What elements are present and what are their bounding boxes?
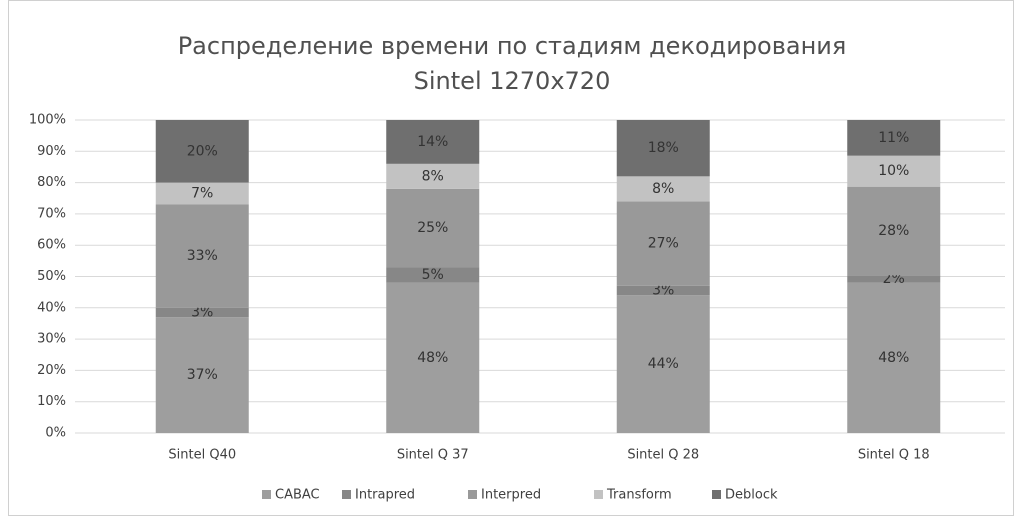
bar-segment (386, 120, 480, 164)
bar-segment (847, 186, 941, 276)
y-tick-label: 70% (37, 206, 66, 221)
legend-label: Deblock (725, 488, 778, 503)
y-tick-label: 40% (37, 300, 66, 315)
legend-label: Intrapred (355, 488, 415, 503)
data-label: 3% (191, 304, 213, 320)
bar-segment (847, 275, 941, 283)
legend-swatch (342, 490, 351, 499)
y-tick-label: 90% (37, 144, 66, 159)
data-label: 7% (191, 186, 213, 202)
y-tick-label: 50% (37, 269, 66, 284)
y-tick-label: 20% (37, 363, 66, 378)
bar-segment (386, 188, 480, 268)
y-tick-label: 30% (37, 332, 66, 347)
legend-swatch (594, 490, 603, 499)
x-tick-label: Sintel Q 37 (397, 448, 469, 463)
y-tick-label: 80% (37, 175, 66, 190)
data-label: 18% (648, 140, 679, 156)
legend-label: CABAC (275, 488, 320, 503)
bar-segment (616, 285, 710, 296)
y-tick-label: 10% (37, 394, 66, 409)
bar-segment (386, 163, 480, 189)
legend-swatch (262, 490, 271, 499)
data-label: 44% (648, 356, 679, 372)
data-label: 48% (417, 350, 448, 366)
x-tick-label: Sintel Q 28 (627, 448, 699, 463)
bar-segment (155, 307, 249, 318)
data-label: 20% (187, 143, 218, 159)
data-label: 8% (652, 181, 674, 197)
bar-segment (847, 155, 941, 187)
data-label: 28% (878, 223, 909, 239)
legend-label: Transform (606, 488, 672, 503)
bar-segment (616, 295, 710, 433)
bar-segment (386, 267, 480, 283)
data-label: 27% (648, 236, 679, 252)
chart-title: Распределение времени по стадиям декодир… (178, 32, 847, 60)
data-label: 37% (187, 367, 218, 383)
x-tick-label: Sintel Q40 (168, 448, 236, 463)
bar-segment (616, 120, 710, 177)
data-label: 14% (417, 134, 448, 150)
x-tick-label: Sintel Q 18 (858, 448, 930, 463)
y-tick-label: 0% (45, 426, 66, 441)
data-label: 3% (652, 283, 674, 299)
bar-segment (155, 317, 249, 433)
data-label: 33% (187, 248, 218, 264)
bar-segment (155, 204, 249, 308)
data-label: 48% (878, 350, 909, 366)
y-tick-label: 60% (37, 238, 66, 253)
data-label: 8% (422, 168, 444, 184)
legend-swatch (468, 490, 477, 499)
chart-title: Sintel 1270x720 (414, 67, 611, 95)
y-tick-label: 100% (29, 113, 66, 128)
legend-swatch (712, 490, 721, 499)
bar-segment (616, 176, 710, 202)
data-label: 5% (422, 267, 444, 283)
bar-segment (155, 120, 249, 183)
bar-segment (386, 282, 480, 433)
bar-segment (155, 182, 249, 205)
data-label: 25% (417, 220, 448, 236)
bar-segment (847, 282, 941, 433)
data-label: 11% (878, 130, 909, 146)
bar-segment (616, 201, 710, 286)
legend-label: Interpred (481, 488, 541, 503)
bar-segment (847, 120, 941, 156)
data-label: 10% (878, 163, 909, 179)
